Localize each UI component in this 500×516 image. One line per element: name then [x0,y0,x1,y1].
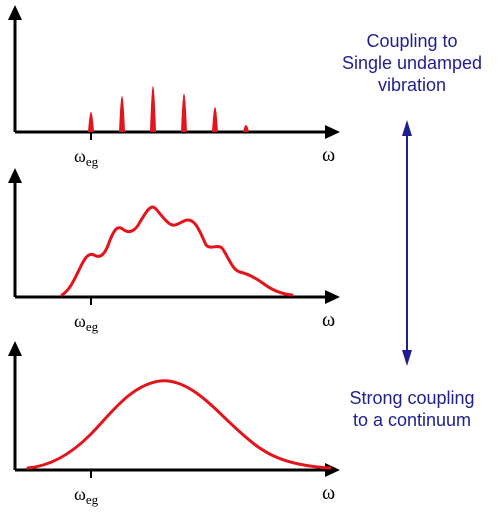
peak-3 [181,93,187,132]
bottom-caption: Strong coupling to a continuum [332,387,492,431]
top-caption-line-1: Coupling to [366,31,458,51]
panel-middle-curve [60,205,294,297]
coupling-strength-arrow [402,120,412,366]
omega-label-bottom: ω [322,482,336,504]
peak-0 [88,112,94,132]
panel-top-peaks [88,86,249,132]
panel-middle-axes [8,168,340,305]
top-caption-line-2: Single undamped [341,53,483,73]
peak-5 [243,125,249,132]
peak-2 [150,86,156,132]
panel-bottom-axes [8,341,340,478]
peak-4 [212,107,218,132]
omega-label-top: ω [322,144,336,166]
panel-top-axes [8,5,340,140]
bottom-caption-line-2: to a continuum [352,410,472,430]
bottom-caption-line-1: Strong coupling [349,388,475,408]
omega-eg-label-middle: ωeg [74,311,99,334]
peak-1 [119,96,125,132]
top-caption: Coupling to Single undamped vibration [332,30,492,96]
top-caption-line-3: vibration [377,75,447,95]
omega-label-middle: ω [322,309,336,331]
omega-eg-label-top: ωeg [74,146,99,169]
panel-bottom-curve [26,379,332,470]
omega-eg-label-bottom: ωeg [74,484,99,507]
